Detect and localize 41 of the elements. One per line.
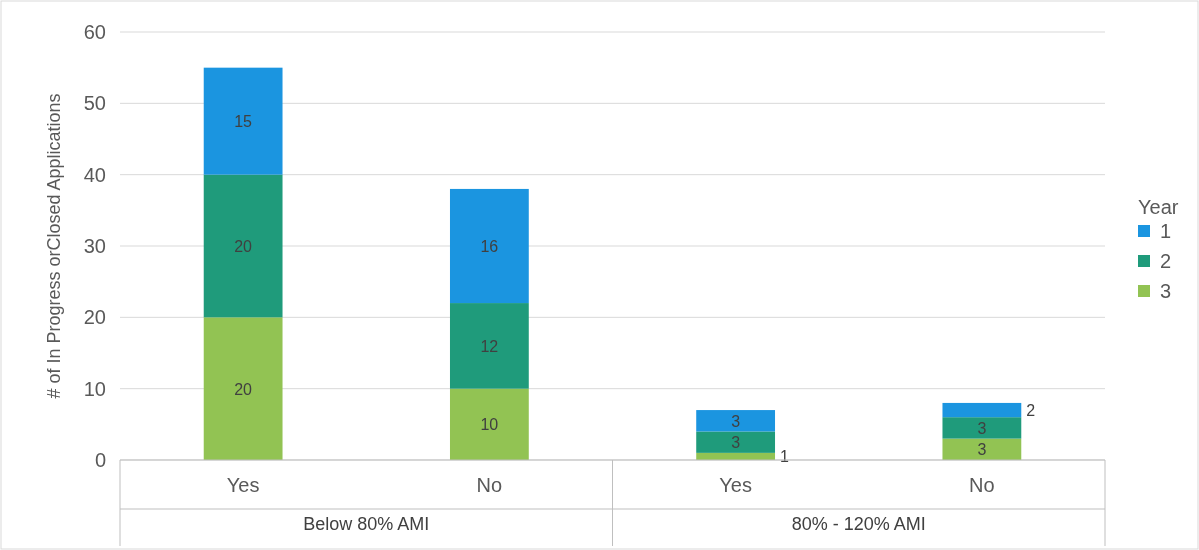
y-tick-label: 40 [83,163,106,186]
data-label: 20 [234,238,253,255]
data-label: 3 [731,434,741,452]
data-label: 12 [480,337,499,355]
legend-label: 3 [1160,280,1172,302]
bar [942,438,1022,460]
data-label: 3 [977,441,987,459]
data-label: 10 [480,416,499,434]
data-label: 15 [234,113,253,131]
data-label: 3 [731,412,741,430]
y-tick-label: 0 [94,449,106,471]
y-tick-label: 20 [83,306,106,329]
x-tick-label: No [969,474,995,496]
data-label: 3 [977,419,987,437]
x-tick-label: Yes [226,474,260,496]
bar [942,402,1022,418]
legend-title: Year [1138,196,1179,218]
y-tick-label: 30 [83,235,106,257]
y-tick-label: 10 [83,377,106,400]
bar [942,417,1022,439]
legend-label: 2 [1160,250,1172,272]
x-tick-label: No [476,474,503,496]
legend-label: 1 [1160,220,1172,242]
y-tick-label: 60 [83,21,106,43]
data-label: 1 [780,448,790,466]
bar [696,431,776,453]
bar [203,174,283,318]
bar [449,388,529,460]
data-label: 2 [1026,402,1036,420]
data-label: 16 [480,238,499,255]
bar [203,317,283,460]
y-tick-label: 50 [83,92,106,115]
bar [449,303,529,389]
text: Below 80% AMI [303,514,430,534]
bar [449,188,529,304]
data-label: 20 [234,380,253,398]
text: 80% - 120% AMI [791,514,926,534]
y-axis-title: # of In Progress orClosed Applications [44,93,64,399]
bar [696,410,776,432]
bar [203,67,283,175]
x-tick-label: Yes [719,474,752,496]
